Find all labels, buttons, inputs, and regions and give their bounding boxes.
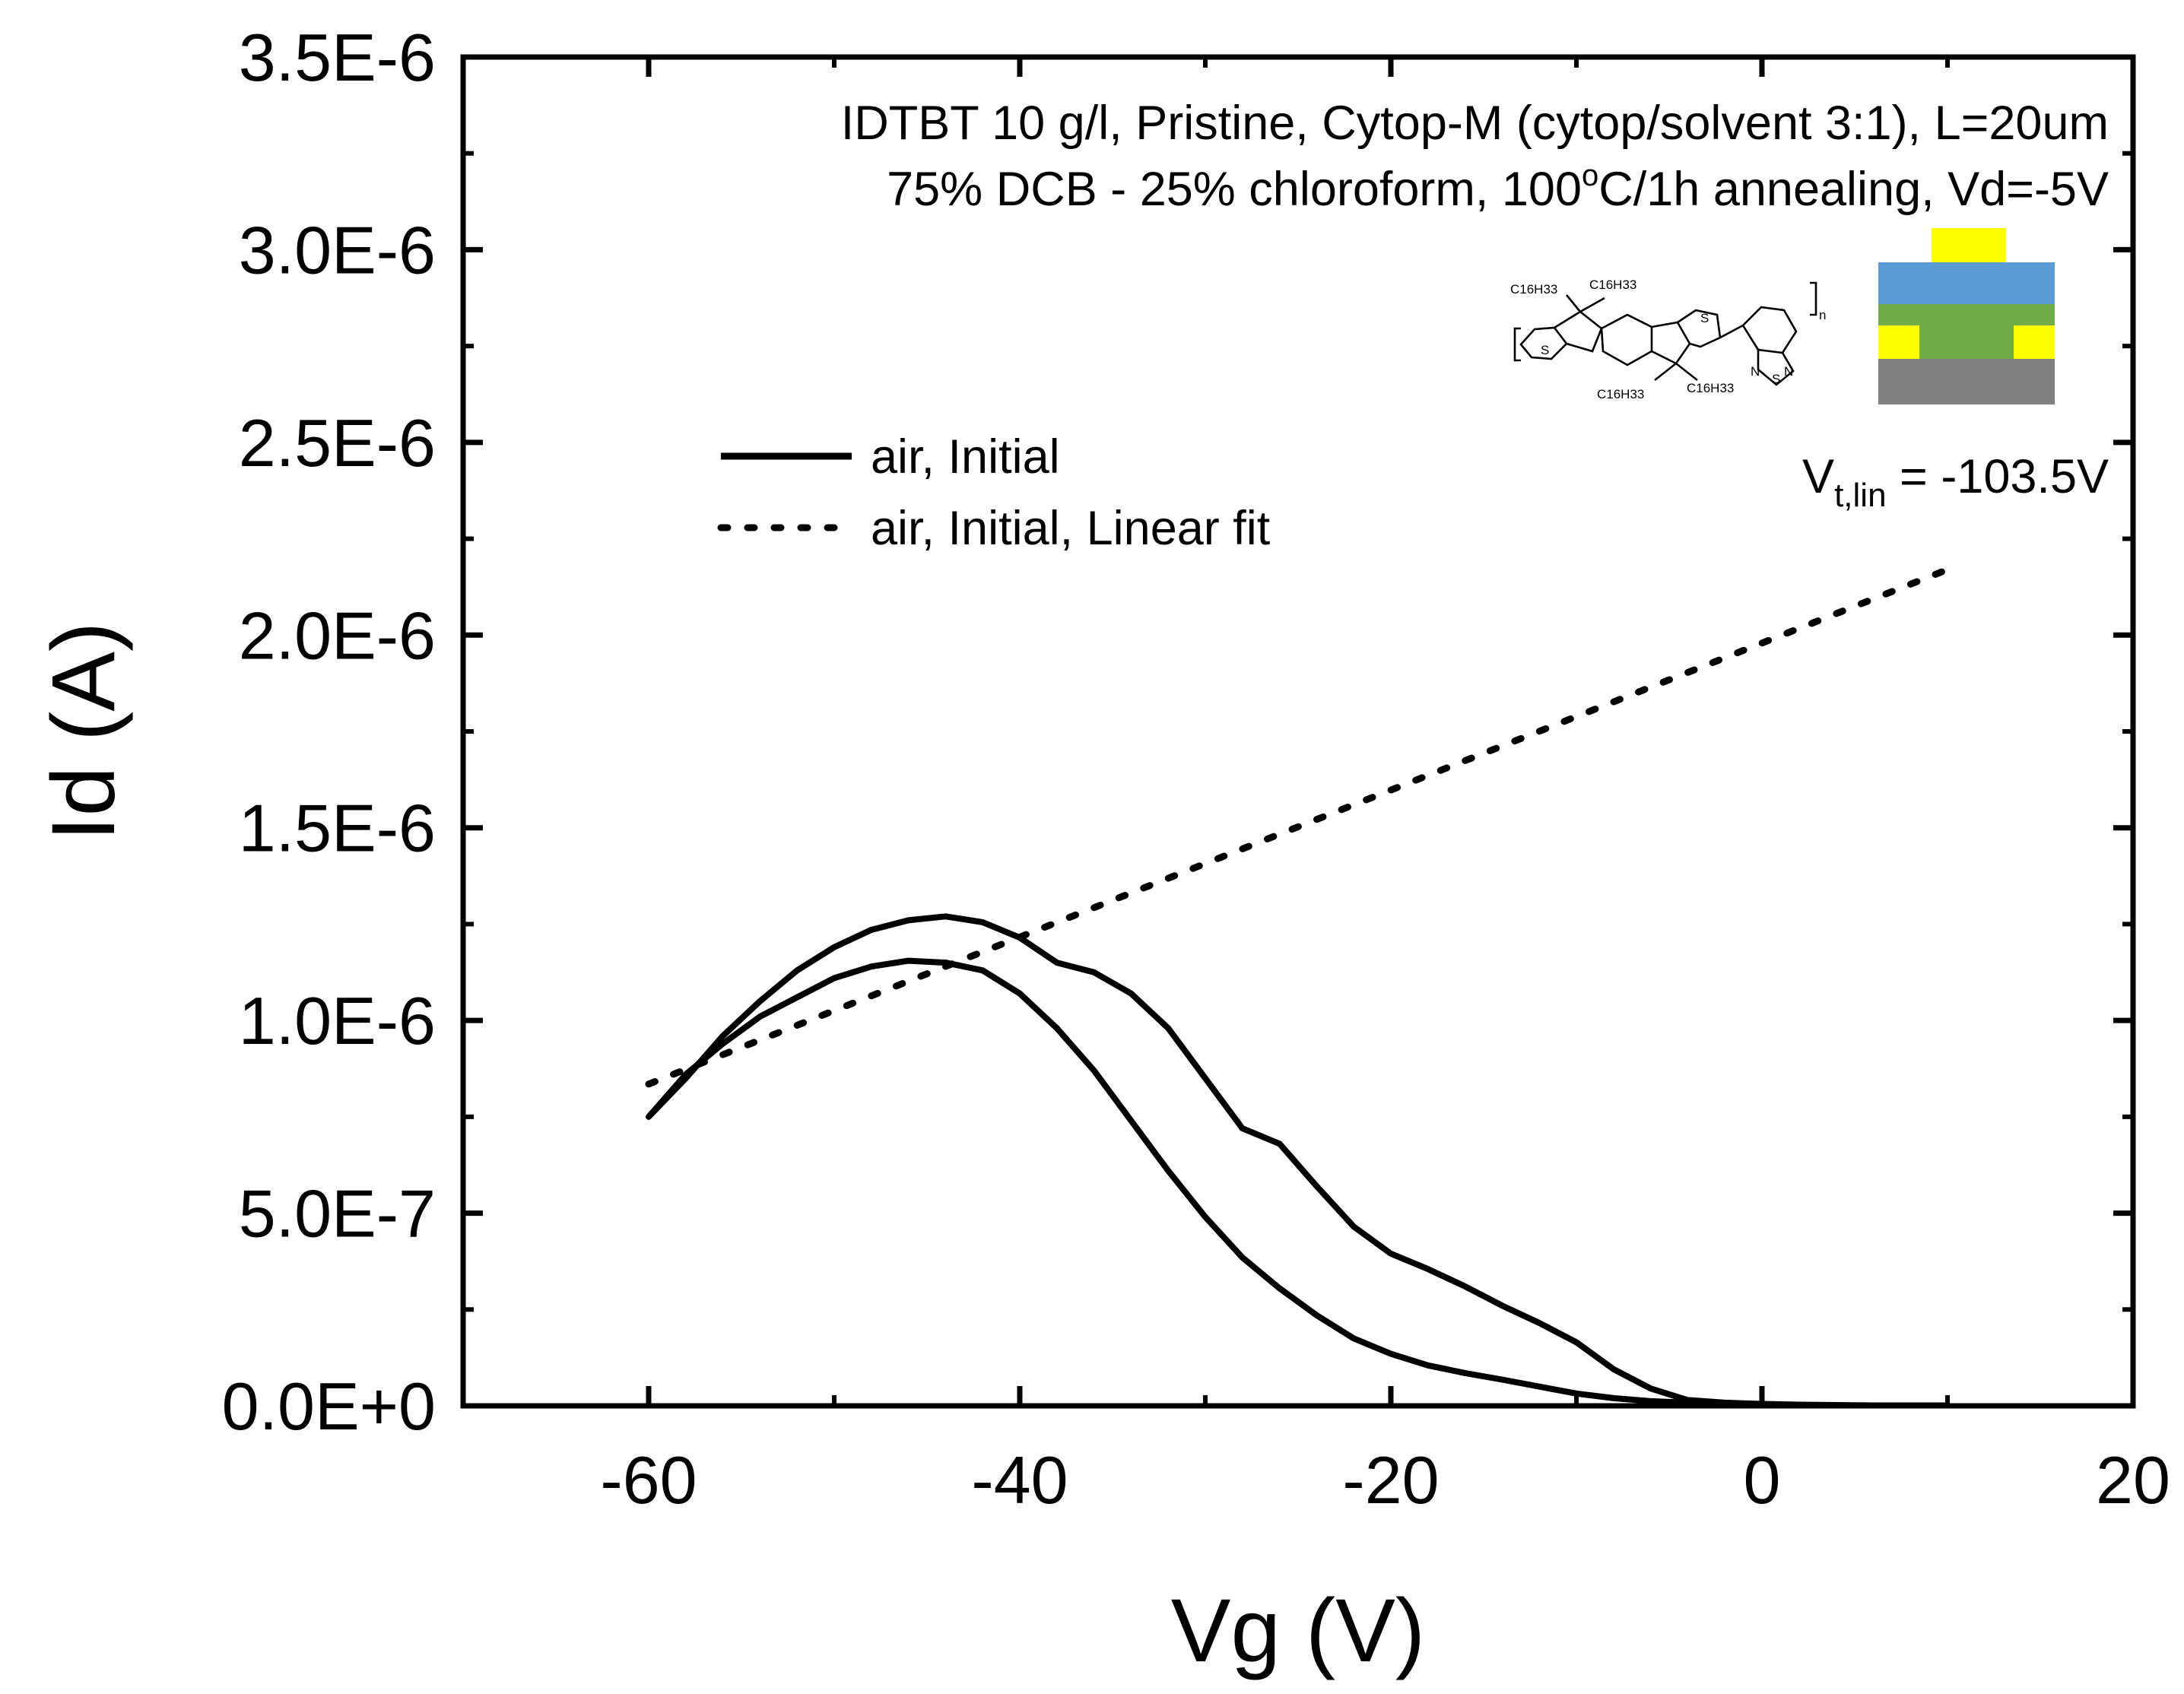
x-tick-label: 0 xyxy=(1744,1442,1781,1518)
vt-sub: t,lin xyxy=(1834,477,1886,514)
benzothiadiazole-ring xyxy=(1741,306,1798,354)
chem-label-c16-4: C16H33 xyxy=(1687,381,1734,395)
chem-label-c16-3: C16H33 xyxy=(1597,387,1644,401)
annotation-line-2-post: C/1h annealing, Vd=-5V xyxy=(1598,163,2109,216)
bracket-right xyxy=(1810,281,1817,316)
annotation-line-2: 75% DCB - 25% chloroform, 100oC/1h annea… xyxy=(887,159,2109,216)
device-structure xyxy=(1878,228,2055,404)
legend-label-0: air, Initial xyxy=(871,430,1060,484)
chem-label-c16-1: C16H33 xyxy=(1510,282,1557,297)
benzene-core xyxy=(1600,313,1653,366)
y-axis-title: Id (A) xyxy=(33,622,134,842)
y-tick-label: 5.0E-7 xyxy=(239,1176,436,1251)
legend: air, Initial air, Initial, Linear fit xyxy=(717,430,1271,555)
chem-label-c16-2: C16H33 xyxy=(1589,278,1636,292)
legend-label-1: air, Initial, Linear fit xyxy=(871,502,1271,555)
chem-label-s-2: S xyxy=(1700,311,1709,325)
chem-label-n-1: N xyxy=(1784,364,1793,379)
chemical-structure xyxy=(1513,281,1817,386)
annotation-line-2-pre: 75% DCB - 25% chloroform, 100 xyxy=(887,163,1582,216)
y-tick-label: 3.0E-6 xyxy=(239,212,436,287)
x-tick-label: -60 xyxy=(600,1442,697,1518)
y-tick-label: 0.0E+0 xyxy=(222,1369,436,1444)
y-tick-label: 1.5E-6 xyxy=(239,791,436,866)
gate-electrode xyxy=(1932,228,2006,262)
ticks xyxy=(461,54,2136,1409)
x-tick-label: -20 xyxy=(1342,1442,1439,1518)
x-tick-label: 20 xyxy=(2096,1442,2170,1518)
y-tick-labels: 0.0E+0 5.0E-7 1.0E-6 1.5E-6 2.0E-6 2.5E-6 3.0E… xyxy=(222,20,436,1444)
y-tick-label: 2.0E-6 xyxy=(239,598,436,673)
cyclopenta-left xyxy=(1554,310,1603,353)
chem-label-s-1: S xyxy=(1541,343,1549,357)
source-electrode xyxy=(1878,325,1919,359)
y-tick-label: 2.5E-6 xyxy=(239,405,436,481)
drain-electrode xyxy=(2014,325,2055,359)
bracket-left xyxy=(1513,327,1521,362)
y-tick-label: 3.5E-6 xyxy=(239,20,436,95)
vt-value: = -103.5V xyxy=(1887,450,2109,503)
dielectric-layer xyxy=(1878,262,2055,304)
y-tick-label: 1.0E-6 xyxy=(239,983,436,1058)
annotation-line-1: IDTBT 10 g/l, Pristine, Cytop-M (cytop/s… xyxy=(841,97,2109,150)
series-line-0 xyxy=(646,913,1951,1409)
annotation-degree-sup: o xyxy=(1582,159,1598,192)
quaternary-carbon-top-1 xyxy=(1565,294,1582,312)
chem-label-n-2: N xyxy=(1751,364,1760,379)
quaternary-carbon-top-2 xyxy=(1579,297,1605,313)
vt-label: Vt,lin = -103.5V xyxy=(1802,450,2109,514)
x-axis-title: Vg (V) xyxy=(1171,1581,1425,1681)
series-layer xyxy=(645,566,1951,1409)
plot-frame xyxy=(460,54,2136,1409)
ring-link xyxy=(1719,324,1744,339)
thiadiazole-ring xyxy=(1757,350,1795,386)
x-tick-label: -40 xyxy=(971,1442,1068,1518)
chemical-labels: C16H33 C16H33 C16H33 C16H33 S S S N N n xyxy=(1510,278,1826,401)
quaternary-carbon-bottom-2 xyxy=(1675,362,1698,382)
substrate-layer xyxy=(1878,359,2055,404)
quaternary-carbon-bottom-1 xyxy=(1654,362,1677,382)
cyclopenta-right xyxy=(1651,321,1691,365)
chem-label-s-3: S xyxy=(1772,372,1780,386)
vt-main: V xyxy=(1802,450,1834,503)
thiophene-right xyxy=(1677,309,1722,348)
series-line-1 xyxy=(645,566,1951,1088)
chem-label-n-subscript: n xyxy=(1819,308,1826,322)
x-tick-labels: -60 -40 -20 0 20 xyxy=(600,1442,2170,1518)
